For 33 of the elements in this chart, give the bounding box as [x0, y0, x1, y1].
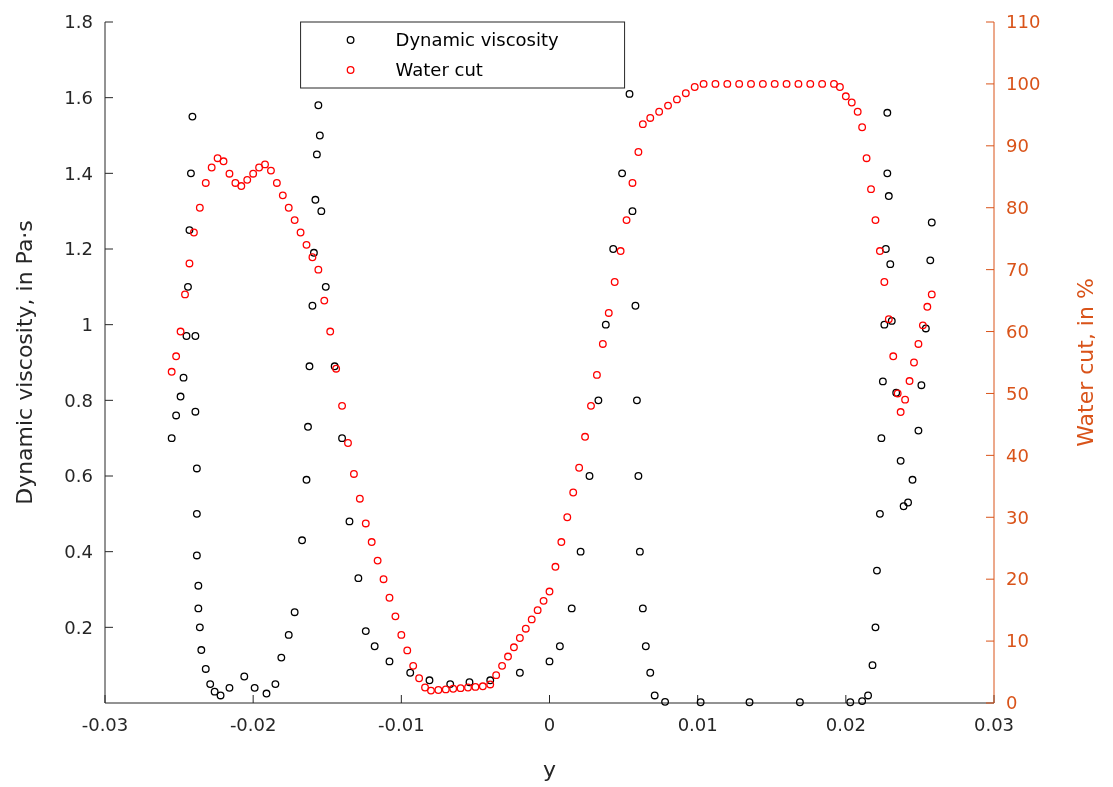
y-axis-title: Dynamic viscosity, in Pa·s	[12, 220, 37, 505]
y2-tick-label: 0	[1006, 692, 1018, 714]
x-tick-label: -0.02	[229, 714, 277, 735]
y-tick-label: 1.8	[64, 11, 93, 33]
y2-tick-label: 70	[1006, 258, 1029, 280]
y2-tick-label: 110	[1006, 11, 1041, 33]
x-tick-label: 0.02	[825, 714, 866, 735]
y-tick-label: 1	[81, 313, 93, 335]
y2-tick-label: 80	[1006, 197, 1029, 219]
legend-label: Dynamic viscosity	[395, 29, 560, 51]
y2-tick-label: 90	[1006, 135, 1029, 157]
x-tick-label: -0.01	[378, 714, 425, 735]
y-tick-label: 0.8	[64, 389, 93, 411]
y2-axis-title: Water cut, in %	[1073, 278, 1098, 447]
y2-tick-label: 10	[1006, 630, 1029, 652]
y2-tick-label: 30	[1006, 506, 1029, 528]
x-tick-label: -0.03	[81, 714, 129, 735]
y-tick-label: 1.2	[64, 238, 93, 260]
y-tick-label: 0.6	[64, 465, 93, 487]
y2-tick-label: 50	[1006, 382, 1029, 404]
y2-tick-label: 100	[1006, 73, 1041, 95]
y-tick-label: 1.6	[64, 86, 93, 108]
x-axis-title: y	[542, 757, 557, 782]
y2-tick-label: 60	[1006, 320, 1029, 342]
y-tick-label: 0.4	[64, 540, 93, 562]
x-tick-label: 0.03	[973, 714, 1015, 735]
y2-tick-label: 20	[1006, 568, 1029, 590]
y-tick-label: 0.2	[64, 616, 93, 638]
x-tick-label: 0.01	[677, 714, 718, 735]
y2-tick-label: 40	[1006, 444, 1029, 466]
legend-label: Water cut	[395, 59, 483, 81]
y-tick-label: 1.4	[64, 162, 93, 184]
x-tick-label: 0	[543, 714, 556, 735]
